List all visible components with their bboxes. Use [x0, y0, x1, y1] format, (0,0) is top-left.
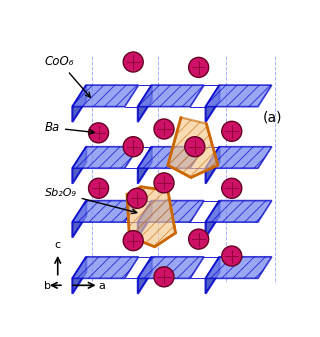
Circle shape	[222, 178, 242, 198]
Polygon shape	[72, 147, 139, 168]
Circle shape	[127, 188, 147, 208]
Circle shape	[222, 246, 242, 266]
Circle shape	[189, 229, 209, 249]
Polygon shape	[205, 257, 272, 278]
Circle shape	[189, 57, 209, 78]
Polygon shape	[138, 147, 204, 168]
Text: Ba: Ba	[45, 121, 94, 134]
Polygon shape	[205, 201, 220, 238]
Polygon shape	[72, 85, 139, 106]
Polygon shape	[138, 85, 204, 106]
Polygon shape	[72, 85, 86, 122]
Circle shape	[123, 137, 143, 157]
Polygon shape	[127, 187, 176, 247]
Text: Sb₂O₉: Sb₂O₉	[45, 188, 137, 214]
Circle shape	[89, 123, 108, 143]
Polygon shape	[205, 201, 272, 222]
Circle shape	[185, 137, 205, 157]
Circle shape	[154, 267, 174, 287]
Polygon shape	[138, 147, 152, 184]
Polygon shape	[138, 257, 152, 294]
Polygon shape	[138, 257, 204, 278]
Text: a: a	[99, 281, 105, 291]
Polygon shape	[72, 201, 86, 238]
Polygon shape	[72, 147, 86, 184]
Text: c: c	[55, 240, 61, 250]
Polygon shape	[205, 147, 272, 168]
Polygon shape	[205, 147, 220, 184]
Polygon shape	[205, 85, 220, 122]
Circle shape	[123, 231, 143, 251]
Circle shape	[222, 121, 242, 141]
Polygon shape	[205, 257, 220, 294]
Text: b: b	[44, 281, 51, 291]
Circle shape	[154, 173, 174, 193]
Polygon shape	[138, 85, 152, 122]
Text: CoO₆: CoO₆	[45, 55, 90, 97]
Polygon shape	[138, 201, 152, 238]
Polygon shape	[138, 201, 204, 222]
Circle shape	[89, 178, 108, 198]
Text: (a): (a)	[262, 111, 282, 124]
Polygon shape	[168, 117, 218, 178]
Circle shape	[123, 52, 143, 72]
Polygon shape	[72, 257, 86, 294]
Polygon shape	[72, 201, 139, 222]
Polygon shape	[205, 85, 272, 106]
Circle shape	[154, 119, 174, 139]
Polygon shape	[72, 257, 139, 278]
